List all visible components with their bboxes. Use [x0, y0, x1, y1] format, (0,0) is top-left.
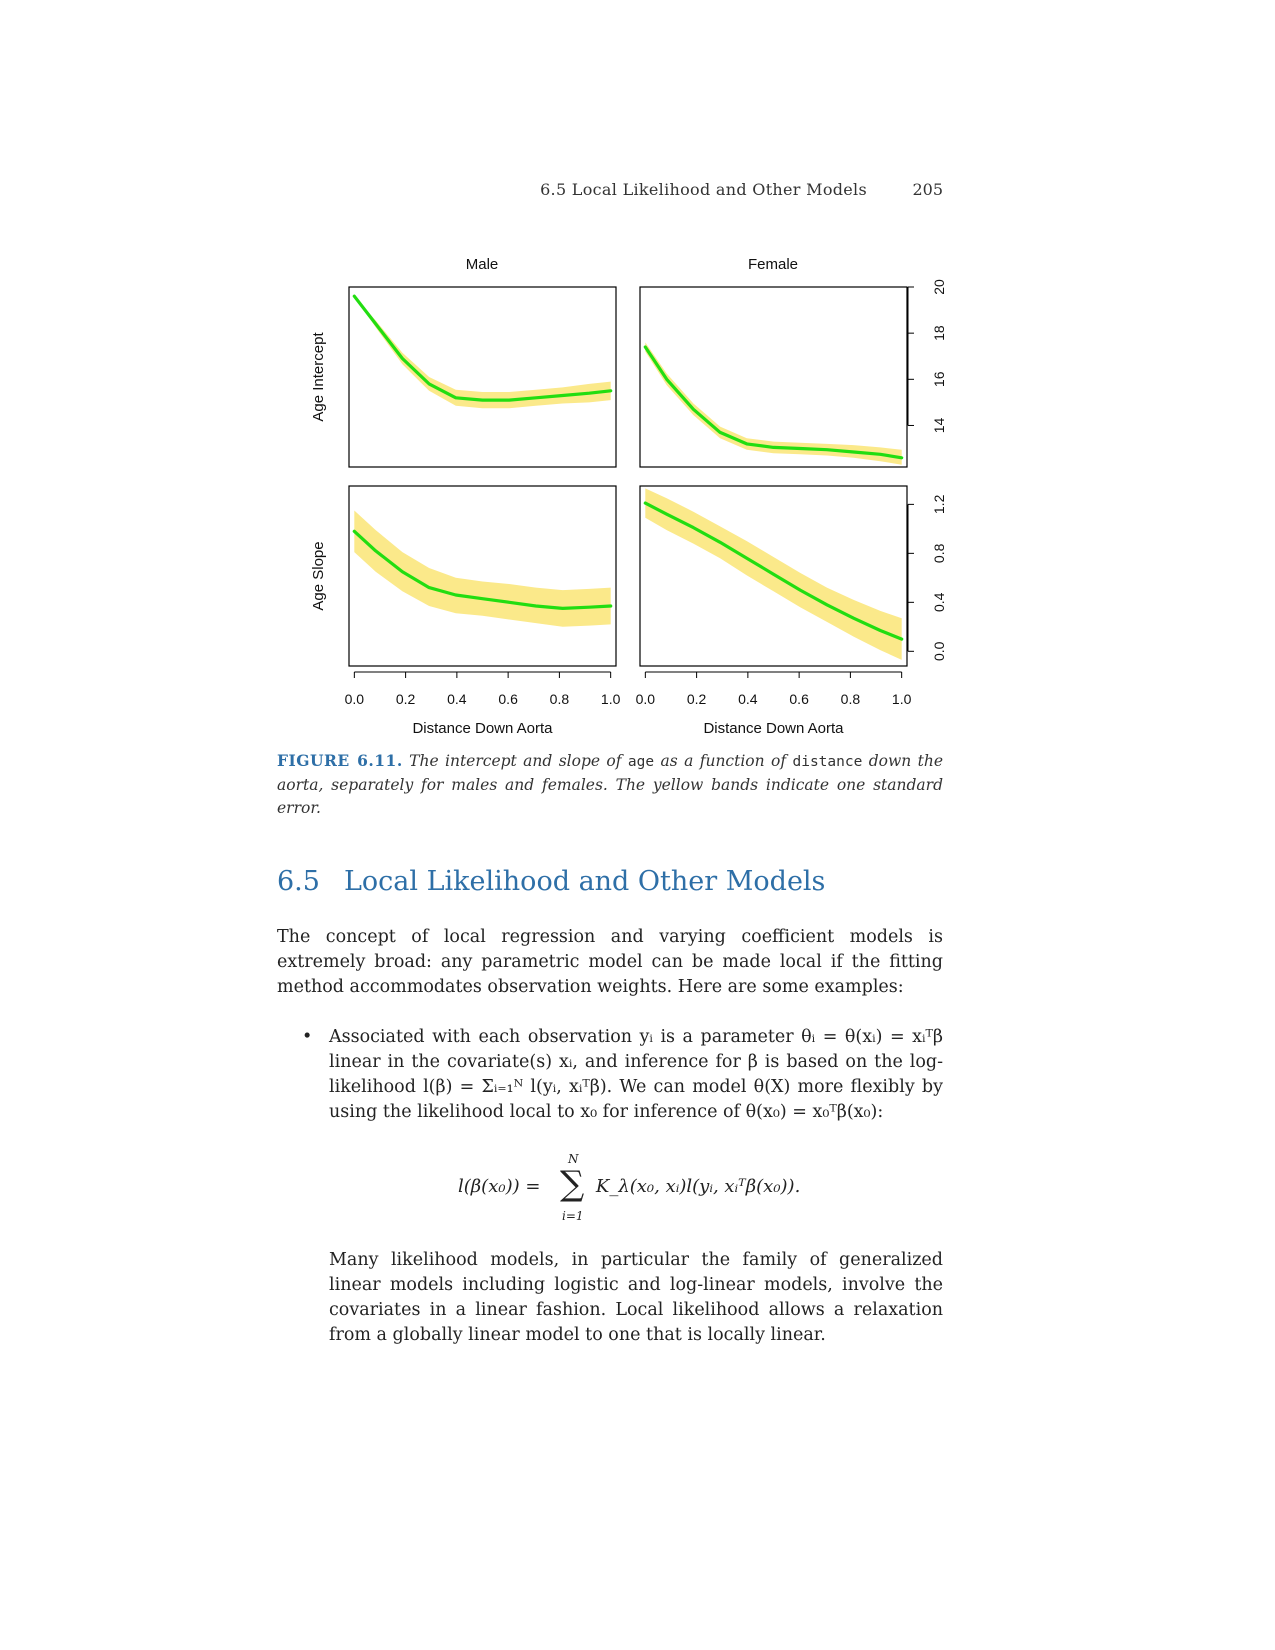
bullet-paragraph: Associated with each observation yᵢ is a…: [329, 1027, 943, 1122]
equation-lhs-text: l(β(x₀)) =: [458, 1176, 541, 1197]
figure-6-11: Male Female Age Intercept Age Slope 0.0 0.2 0.…: [0, 0, 1275, 740]
bullet-marker: •: [302, 1027, 313, 1047]
equation-rhs-text: K_λ(x₀, xᵢ)l(yᵢ, xᵢᵀβ(x₀)).: [595, 1176, 801, 1197]
figure-caption: FIGURE 6.11. The intercept and slope of …: [277, 749, 943, 820]
male-intercept-panel-frame: [348, 286, 617, 468]
x-tick-label: 0.8: [841, 691, 861, 707]
summation-symbol: ∑: [560, 1164, 585, 1204]
section-title: Local Likelihood and Other Models: [344, 866, 826, 897]
x-axis-title-male: Distance Down Aorta: [412, 720, 553, 737]
closing-paragraph: Many likelihood models, in particular th…: [329, 1250, 943, 1345]
equation-lhs: l(β(x₀)) = K_λ(x₀, xᵢ)l(yᵢ, xᵢᵀβ(x₀)).: [458, 1176, 800, 1197]
male-slope-fit-curve: [352, 529, 613, 611]
figure-chart-svg: Male Female Age Intercept Age Slope 0.0 0.2 0.…: [310, 256, 947, 737]
summation-lower: i=1: [562, 1209, 584, 1223]
female-slope-panel-frame: [639, 485, 908, 667]
section-number: 6.5: [277, 866, 320, 897]
figure-label: FIGURE 6.11.: [277, 751, 403, 770]
x-axis-title-female: Distance Down Aorta: [703, 720, 844, 737]
row-label-slope: Age Slope: [310, 541, 327, 610]
running-head: 6.5 Local Likelihood and Other Models 20…: [270, 180, 943, 204]
panel-title-female: Female: [748, 256, 798, 273]
female-intercept-se-band: [645, 342, 902, 465]
male-slope-panel-frame: [348, 485, 617, 667]
male-intercept-se-band: [354, 296, 611, 409]
female-slope-se-band: [645, 488, 902, 660]
x-tick-label: 0.2: [396, 691, 416, 707]
x-tick-label: 0.2: [687, 691, 707, 707]
caption-text-3: down the aorta, separately for males and…: [277, 752, 944, 817]
y-slope-tick-label: 0.8: [931, 543, 947, 563]
female-intercept-fit-curve: [643, 345, 904, 460]
page-number: 205: [912, 180, 943, 199]
y-slope-tick-label: 1.2: [931, 494, 947, 514]
section-heading: 6.5 Local Likelihood and Other Models: [277, 866, 943, 897]
display-equation: l(β(x₀)) = K_λ(x₀, xᵢ)l(yᵢ, xᵢᵀβ(x₀)). ∑…: [0, 1152, 1275, 1223]
y-intercept-tick-label: 18: [931, 325, 947, 341]
x-tick-label: 1.0: [892, 691, 912, 707]
y-slope-tick-label: 0.4: [931, 592, 947, 612]
caption-code-age: age: [627, 754, 655, 770]
x-tick-label: 0.4: [447, 691, 467, 707]
male-intercept-fit-curve: [352, 294, 613, 402]
running-head-title: 6.5 Local Likelihood and Other Models: [540, 180, 867, 199]
x-tick-label: 0.6: [498, 691, 518, 707]
y-slope-tick-label: 0.0: [931, 641, 947, 661]
x-tick-label: 0.0: [345, 691, 365, 707]
x-tick-label: 0.6: [789, 691, 809, 707]
y-intercept-tick-label: 20: [931, 279, 947, 295]
caption-text-1: The intercept and slope of: [409, 752, 622, 770]
x-tick-label: 0.8: [550, 691, 570, 707]
caption-text-2: as a function of: [660, 752, 787, 770]
x-tick-label: 0.0: [636, 691, 656, 707]
row-label-intercept: Age Intercept: [310, 332, 327, 422]
male-slope-se-band: [354, 510, 611, 627]
intro-paragraph: The concept of local regression and vary…: [277, 927, 943, 997]
female-slope-fit-curve: [643, 501, 904, 641]
summation-upper: N: [568, 1152, 579, 1166]
x-tick-label: 1.0: [601, 691, 621, 707]
panel-title-male: Male: [466, 256, 499, 273]
x-tick-label: 0.4: [738, 691, 758, 707]
caption-code-distance: distance: [792, 754, 863, 770]
y-intercept-tick-label: 14: [931, 417, 947, 433]
y-intercept-tick-label: 16: [931, 371, 947, 387]
female-intercept-panel-frame: [639, 286, 908, 468]
